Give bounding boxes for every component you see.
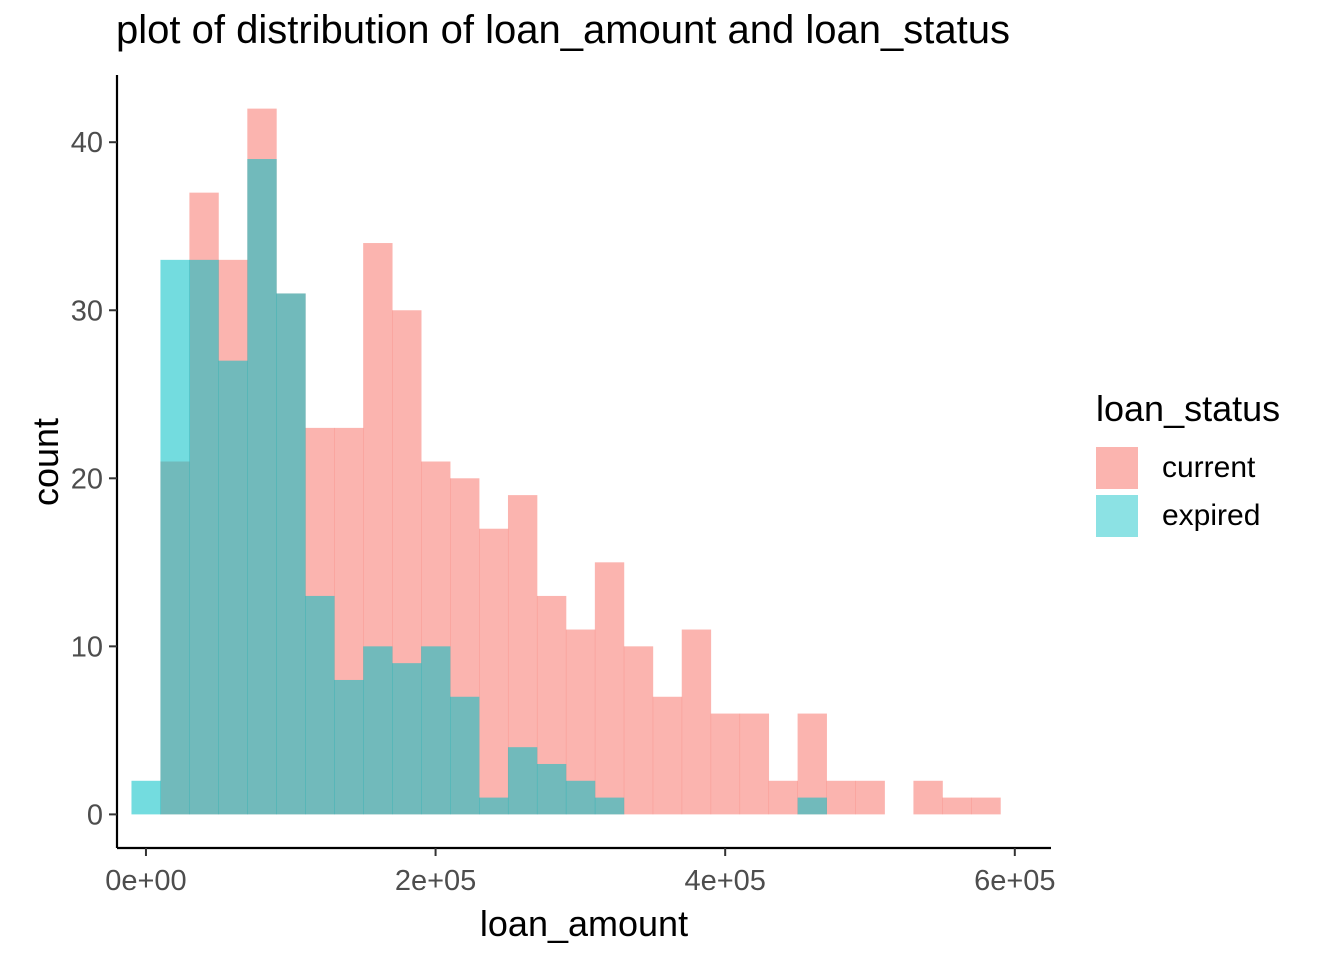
bar-current-18	[652, 696, 683, 815]
bar-current-19	[681, 629, 712, 815]
bar-expired-11	[450, 696, 480, 815]
bar-current-22	[768, 780, 798, 815]
bar-current-16	[594, 562, 625, 815]
bar-expired-5	[276, 293, 306, 815]
bar-current-12	[479, 528, 509, 815]
x-axis-title: loan_amount	[480, 903, 688, 944]
legend-key-current	[1096, 447, 1138, 489]
bar-expired-8	[363, 646, 393, 815]
legend-item-current: current	[1096, 444, 1280, 492]
bar-expired-13	[507, 747, 538, 815]
bar-current-21	[739, 713, 770, 815]
x-tick-label-3: 6e+05	[974, 865, 1055, 897]
bar-expired-4	[247, 159, 277, 815]
bar-expired-0	[131, 780, 161, 815]
legend: loan_status current expired	[1096, 388, 1280, 540]
bar-current-17	[623, 646, 654, 815]
bar-current-24	[826, 780, 856, 815]
legend-item-expired: expired	[1096, 492, 1280, 540]
legend-title: loan_status	[1096, 388, 1281, 429]
x-tick-label-1: 2e+05	[395, 865, 476, 897]
bar-expired-2	[189, 259, 219, 815]
y-axis-title: count	[25, 418, 66, 506]
bar-expired-1	[160, 259, 190, 815]
y-axis-ticks: 0 10 20 30 40	[71, 127, 117, 831]
legend-label-current: current	[1162, 451, 1256, 484]
x-axis-ticks: 0e+00 2e+05 4e+05 6e+05	[105, 848, 1056, 897]
y-tick-label-0: 0	[87, 799, 103, 831]
bar-current-20	[710, 713, 741, 815]
legend-key-expired	[1096, 495, 1138, 537]
bar-current-27	[913, 780, 943, 815]
bar-expired-15	[565, 780, 596, 815]
y-tick-label-2: 20	[71, 463, 103, 495]
bar-current-25	[855, 780, 885, 815]
legend-label-expired: expired	[1162, 499, 1261, 532]
bar-expired-6	[305, 595, 335, 815]
bar-expired-12	[479, 797, 509, 815]
y-tick-label-1: 10	[71, 631, 103, 663]
bar-current-28	[942, 797, 972, 815]
expired-bars	[131, 159, 827, 815]
y-tick-label-4: 40	[71, 127, 103, 159]
bar-expired-16	[594, 797, 625, 815]
bar-current-29	[971, 797, 1001, 815]
x-tick-label-0: 0e+00	[105, 865, 186, 897]
y-tick-label-3: 30	[71, 295, 103, 327]
bar-expired-14	[536, 763, 567, 815]
bar-expired-3	[218, 360, 248, 815]
bar-expired-10	[421, 646, 451, 815]
bar-expired-7	[334, 679, 364, 815]
chart-title: plot of distribution of loan_amount and …	[116, 8, 1010, 52]
bar-expired-9	[392, 663, 422, 815]
bar-expired-23	[797, 797, 827, 815]
x-tick-label-2: 4e+05	[684, 865, 765, 897]
